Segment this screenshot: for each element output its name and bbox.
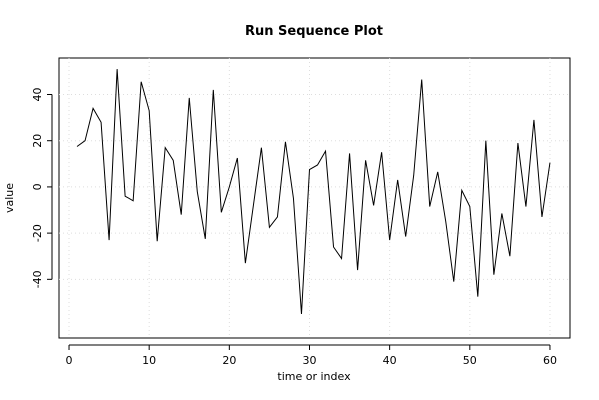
y-tick-label: 40 xyxy=(31,88,44,102)
y-tick-label: 20 xyxy=(31,134,44,148)
y-tick-label: -20 xyxy=(31,224,44,242)
x-tick-label: 10 xyxy=(142,354,156,367)
x-tick-label: 60 xyxy=(543,354,557,367)
x-tick-label: 50 xyxy=(463,354,477,367)
y-axis-label: value xyxy=(3,183,16,213)
y-tick-label: 0 xyxy=(31,183,44,190)
data-line xyxy=(76,69,551,315)
x-tick-label: 20 xyxy=(222,354,236,367)
x-tick-label: 30 xyxy=(302,354,316,367)
x-tick-label: 40 xyxy=(383,354,397,367)
chart-title: Run Sequence Plot xyxy=(245,24,383,39)
plot-frame xyxy=(58,57,571,339)
y-tick-label: -40 xyxy=(31,270,44,288)
x-axis-label: time or index xyxy=(277,370,351,383)
x-tick-label: 0 xyxy=(66,354,73,367)
